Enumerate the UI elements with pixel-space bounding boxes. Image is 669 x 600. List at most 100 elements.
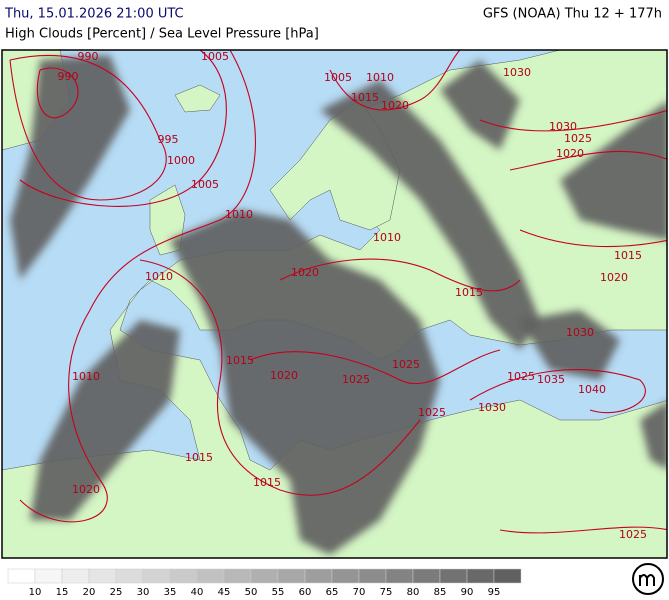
iceland [174, 84, 221, 113]
isobar [249, 349, 501, 385]
isobar [279, 258, 521, 292]
legend-swatch [169, 568, 198, 584]
isobar [139, 259, 421, 496]
legend-swatch [277, 568, 306, 584]
isobar-label: 1030 [503, 66, 531, 79]
legend-label: 50 [245, 587, 258, 598]
legend-swatch [115, 568, 144, 584]
legend-swatch [331, 568, 360, 584]
isobar [9, 55, 167, 201]
legend-label: 10 [29, 587, 42, 598]
isobar-label: 1020 [556, 147, 584, 160]
legend-label: 70 [353, 587, 366, 598]
isobar-label: 1025 [507, 370, 535, 383]
map-title: High Clouds [Percent] / Sea Level Pressu… [5, 27, 319, 42]
cloud-band [440, 60, 520, 150]
isobar-label: 1025 [392, 358, 420, 371]
isobar-label: 1005 [201, 50, 229, 63]
isobar-label: 990 [78, 50, 99, 63]
isobar-label: 1020 [291, 266, 319, 279]
cloud-band [560, 101, 667, 240]
isobar-label: 1015 [455, 286, 483, 299]
legend-swatch [88, 568, 117, 584]
cloud-band [30, 320, 180, 520]
isobar [519, 229, 667, 248]
isobar-label: 995 [158, 133, 179, 146]
isobar-label: 1025 [418, 406, 446, 419]
legend-swatch [493, 568, 522, 584]
isobar-label: 1025 [564, 132, 592, 145]
cloud-cover [10, 55, 667, 555]
cloud-band [170, 210, 440, 555]
isobar-label: 1015 [351, 91, 379, 104]
isobar-label: 1015 [253, 476, 281, 489]
legend-swatch [250, 568, 279, 584]
legend-label: 20 [83, 587, 96, 598]
isobar-label: 1000 [167, 154, 195, 167]
legend-label: 15 [56, 587, 69, 598]
legend-swatch [223, 568, 252, 584]
legend-swatch [142, 568, 171, 584]
legend-label: 60 [299, 587, 312, 598]
legend-label: 25 [110, 587, 123, 598]
isobar-label: 1025 [342, 373, 370, 386]
isobar [479, 109, 667, 132]
isobars [9, 50, 667, 534]
legend-label: 45 [218, 587, 231, 598]
isobar-label: 1010 [373, 231, 401, 244]
isobar [469, 369, 646, 414]
isobar-label: 1010 [145, 270, 173, 283]
isobar-label: 1005 [191, 178, 219, 191]
legend-swatch [358, 568, 387, 584]
legend-swatch [412, 568, 441, 584]
legend-swatch [385, 568, 414, 584]
isobar [499, 526, 667, 534]
logo-mark [639, 574, 655, 586]
legend-label: 30 [137, 587, 150, 598]
isobar-label: 990 [58, 70, 79, 83]
model-run: GFS (NOAA) Thu 12 + 177h [483, 7, 662, 22]
legend-swatch [34, 568, 63, 584]
legend-label: 35 [164, 587, 177, 598]
cloud-band [640, 401, 667, 469]
isobar-label: 1015 [226, 354, 254, 367]
isobar-label: 1030 [566, 326, 594, 339]
isobar [19, 50, 256, 523]
legend-swatch [304, 568, 333, 584]
isobar [19, 50, 227, 207]
legend-swatch [61, 568, 90, 584]
legend-label: 95 [488, 587, 501, 598]
legend-swatch [466, 568, 495, 584]
valid-time: Thu, 15.01.2026 21:00 UTC [4, 7, 184, 22]
isobar-label: 1035 [537, 373, 565, 386]
legend-swatch [196, 568, 225, 584]
logo [632, 563, 664, 595]
legend-swatch [7, 568, 36, 584]
legend-label: 55 [272, 587, 285, 598]
isobar [329, 50, 461, 111]
isobar-label: 1030 [478, 401, 506, 414]
isobar-label: 1020 [72, 483, 100, 496]
legend: 10 15 20 25 30 35 40 45 50 55 60 65 70 75 80 85 90 95 [7, 568, 522, 598]
cloud-band [10, 55, 130, 280]
cloud-band [320, 80, 540, 350]
legend-label: 40 [191, 587, 204, 598]
legend-label: 65 [326, 587, 339, 598]
isobar-label: 1010 [72, 370, 100, 383]
isobar-label: 1020 [600, 271, 628, 284]
isobar-label: 1010 [366, 71, 394, 84]
legend-label: 85 [434, 587, 447, 598]
isobar-label: 1025 [619, 528, 647, 541]
legend-label: 90 [461, 587, 474, 598]
cloud-band [520, 310, 620, 380]
isobar-label: 1010 [225, 208, 253, 221]
isobar [36, 67, 79, 119]
legend-label: 80 [407, 587, 420, 598]
legend-swatch [439, 568, 468, 584]
isobar-label: 1020 [381, 99, 409, 112]
legend-label: 75 [380, 587, 393, 598]
